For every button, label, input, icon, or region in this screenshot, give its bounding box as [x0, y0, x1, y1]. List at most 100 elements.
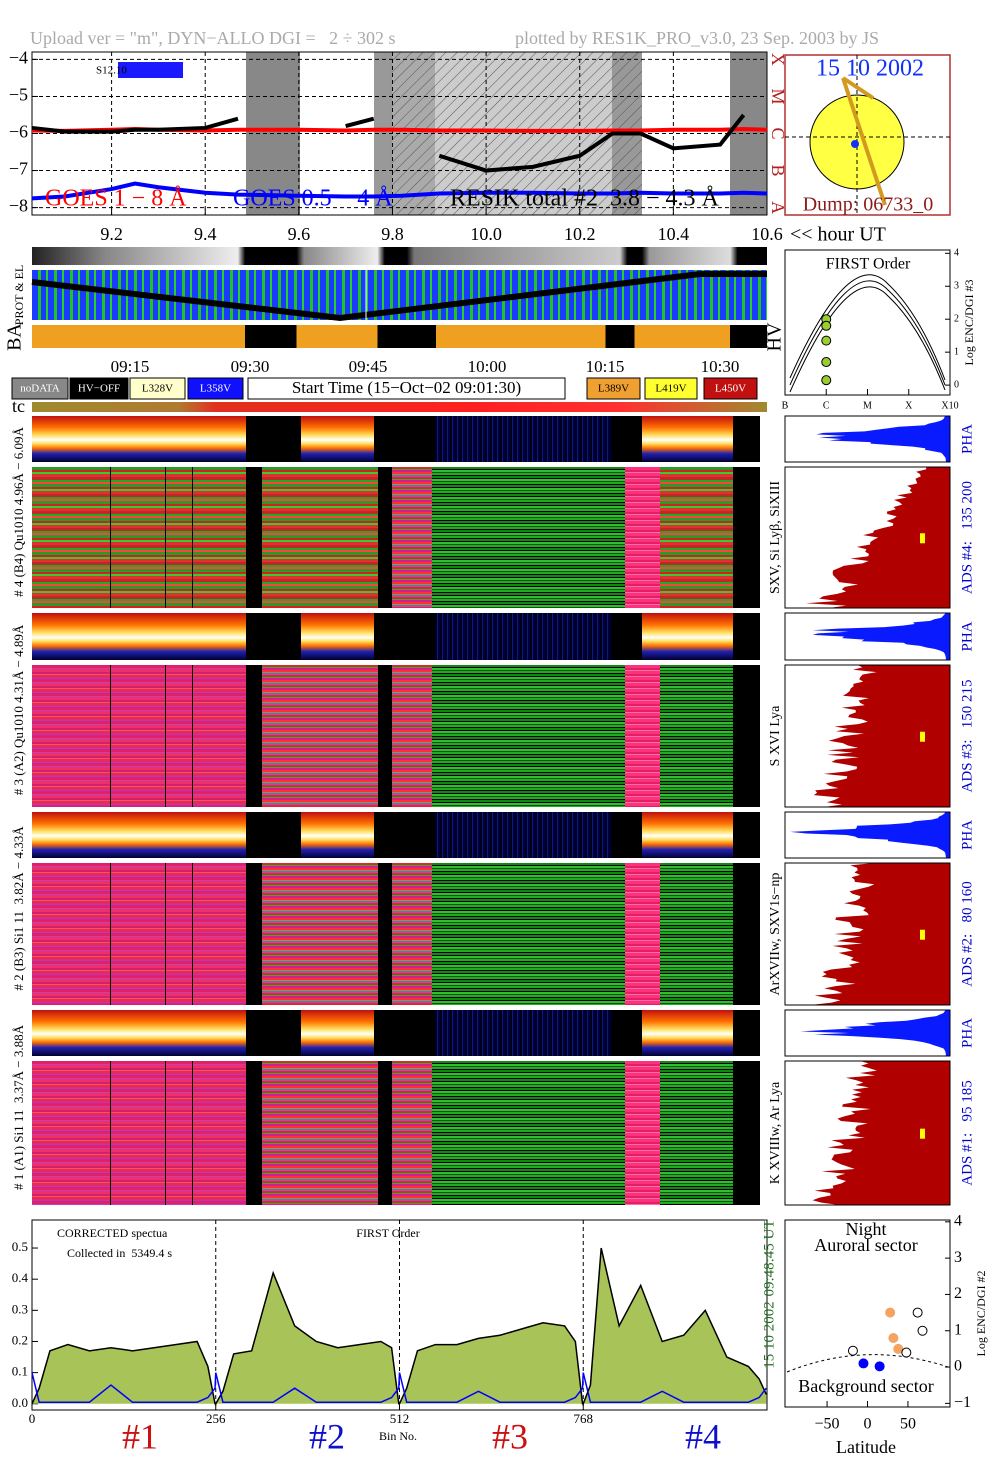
x-axis-label: Latitude	[836, 1437, 896, 1457]
time-label: 10:00	[468, 357, 507, 376]
line	[31, 113, 746, 173]
arrow	[841, 77, 887, 206]
x-tick-label: 50	[900, 1416, 916, 1433]
y-tick-label: 0.1	[12, 1364, 28, 1379]
line-label: K XVIIIw, Ar Lya	[768, 1081, 783, 1184]
histogram-frame	[784, 1009, 951, 1057]
spectrogram	[625, 467, 660, 608]
sun-date: 15 10 2002	[816, 56, 924, 82]
spectrogram	[32, 1061, 246, 1205]
first-order-curves	[789, 274, 946, 393]
x-tick-label: 9.2	[100, 224, 123, 244]
y-tick-label: 4	[954, 248, 959, 259]
line	[31, 181, 768, 201]
time-label: 09:45	[349, 357, 388, 376]
divider	[165, 665, 166, 807]
spectrogram	[432, 1061, 625, 1205]
pha-strip	[733, 613, 760, 660]
pha-strip	[435, 416, 612, 462]
divider	[192, 665, 193, 807]
frame	[784, 54, 951, 216]
point	[821, 320, 832, 331]
curve	[789, 280, 946, 386]
spectrogram	[625, 665, 660, 807]
ba-bar	[32, 325, 767, 348]
time-label: 09:30	[231, 357, 270, 376]
divider	[110, 1061, 111, 1205]
divider	[165, 467, 166, 608]
y-tick-label: 3	[954, 1249, 962, 1266]
x-axis-label: Bin No.	[379, 1429, 417, 1443]
detector-label: # 1 (A1) Si1 11 3.37Å − 3.88Å	[11, 1024, 26, 1190]
spectrogram	[246, 665, 262, 807]
point	[901, 1347, 912, 1358]
ba-label: BA	[4, 323, 26, 351]
divider	[192, 1061, 193, 1205]
x-tick-label: 0	[29, 1411, 36, 1426]
divider	[165, 1061, 166, 1205]
pha-strip	[301, 416, 374, 462]
legend-label: L419V	[655, 383, 686, 395]
point	[858, 1358, 869, 1369]
histogram-frame	[784, 811, 951, 859]
divider	[192, 863, 193, 1005]
legend-box	[703, 377, 758, 400]
y-axis-label: Log ENC/DGI #3	[962, 280, 976, 366]
point	[821, 335, 832, 346]
pha-strip	[301, 613, 374, 660]
x-tick-label: 512	[390, 1411, 410, 1426]
point	[821, 375, 832, 386]
legend-label: L389V	[598, 383, 629, 395]
tc-label: tc	[12, 396, 25, 416]
legend-box	[247, 377, 566, 400]
y-tick-label: 0.0	[12, 1395, 28, 1410]
legend-entry: GOES 1 − 8 Å	[45, 186, 187, 212]
pha-strip	[301, 1010, 374, 1056]
group-label: #1	[122, 1416, 158, 1456]
line	[31, 1247, 767, 1405]
legend-box	[187, 377, 244, 400]
legend-label: noDATA	[20, 383, 60, 395]
y-tick-label: 0	[954, 1358, 962, 1375]
histogram-frame	[784, 612, 951, 661]
header-left: Upload ver = "m", DYN−ALLO DGI = 2 ÷ 302…	[30, 28, 395, 48]
time-label: 10:15	[586, 357, 625, 376]
ads-histogram	[812, 1061, 950, 1205]
marker	[920, 929, 925, 940]
legend-label: HV−OFF	[78, 383, 120, 395]
y2-tick-label: C	[768, 127, 788, 139]
x-tick-label: X10	[941, 400, 958, 411]
pha-strip	[301, 812, 374, 858]
marker	[920, 1128, 925, 1139]
y-tick-label: −4	[9, 48, 28, 68]
curve	[789, 274, 946, 381]
point	[912, 1307, 923, 1318]
pha-strip	[32, 613, 246, 660]
divider	[110, 665, 111, 807]
spectrogram	[378, 665, 392, 807]
spectrogram	[733, 1061, 760, 1205]
y-tick-label: −6	[9, 122, 28, 142]
pha-strip	[374, 613, 435, 660]
line	[31, 1372, 767, 1403]
pha-strip	[642, 1010, 733, 1056]
divider	[192, 467, 193, 608]
time-label: 10:30	[701, 357, 740, 376]
line-label: ArXVIIw, SXV1s−np	[768, 873, 783, 996]
x-axis-label: << hour UT	[790, 224, 886, 246]
point	[821, 357, 832, 368]
x-tick-label: X	[905, 400, 913, 411]
pha-label: PHA	[959, 424, 975, 454]
legend-box	[69, 377, 129, 400]
pha-label: PHA	[959, 820, 975, 850]
legend-label: L358V	[200, 383, 231, 395]
spectrogram	[262, 665, 378, 807]
pha-strip	[32, 1010, 246, 1056]
y-tick-label: 0.4	[12, 1270, 29, 1285]
annotation: Collected in 5349.4 s	[67, 1246, 172, 1260]
marker	[920, 731, 925, 742]
pha-strip	[733, 416, 760, 462]
group-label: #2	[309, 1416, 345, 1456]
ads-label: ADS #4: 135 200	[959, 481, 975, 594]
